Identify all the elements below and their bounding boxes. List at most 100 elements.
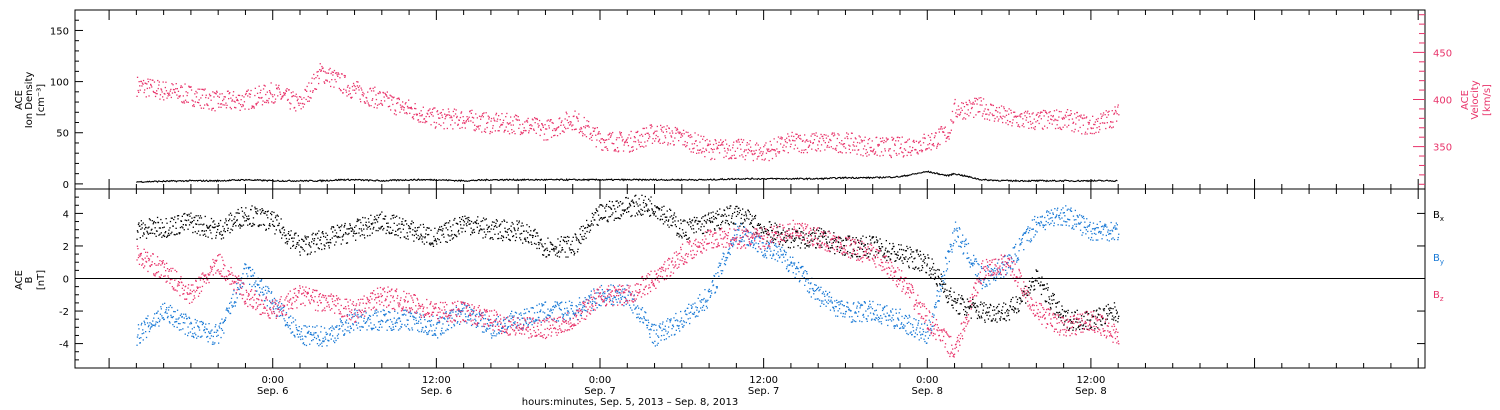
bx-point [472,229,474,231]
bx-point [718,227,720,229]
velocity-point [1076,111,1078,114]
velocity-point [447,114,449,116]
bx-point [690,226,692,228]
velocity-point [711,157,713,160]
velocity-point [307,100,309,102]
velocity-point [146,87,148,90]
by-point [337,333,340,335]
velocity-point [879,155,881,157]
bx-point [319,239,321,241]
velocity-point [371,99,373,101]
velocity-point [1053,120,1055,122]
velocity-point [383,96,385,98]
velocity-point [1077,130,1080,132]
bx-point [942,287,944,289]
velocity-point [949,132,951,134]
bx-point [407,235,409,237]
bx-point [579,228,581,230]
bx-point [630,200,633,202]
velocity-point [252,106,254,108]
velocity-point [601,149,603,151]
bx-point [357,219,360,221]
bx-point [357,220,359,222]
by-point [476,313,478,315]
velocity-point [825,137,828,139]
bx-point [491,237,493,239]
bx-point [441,230,444,232]
bx-point [802,232,804,234]
velocity-point [546,120,548,122]
velocity-point [487,115,489,117]
by-point [149,322,151,324]
velocity-point [732,144,734,146]
bx-point [426,227,428,229]
bx-point [279,229,281,231]
bx-point [447,234,449,236]
bx-point [735,205,737,208]
velocity-point [621,136,623,138]
bx-point [653,214,655,216]
velocity-point [419,115,421,117]
by-point [670,318,672,320]
bx-point [584,232,586,235]
velocity-point [565,128,567,130]
bx-point [274,217,277,219]
bx-point [595,212,597,214]
velocity-point [547,139,549,141]
by-point [166,307,168,309]
bx-point [923,259,925,261]
bx-point [414,227,416,229]
by-point [460,310,463,312]
velocity-point [489,132,491,135]
velocity-point [1061,117,1063,119]
bx-point [667,224,669,226]
bx-point [1114,316,1117,318]
by-point [140,324,142,326]
velocity-point [494,130,496,132]
velocity-point [144,89,146,91]
bx-point [334,244,336,246]
by-point [617,285,619,287]
bx-point [146,232,149,234]
velocity-point [241,106,243,108]
bx-point [1037,270,1039,272]
bx-point [644,210,646,212]
by-point [493,330,496,332]
velocity-point [366,100,368,102]
velocity-point [934,135,936,137]
bx-point [865,236,867,239]
bx-point [1009,305,1011,307]
bx-point [690,222,692,224]
bx-point [361,230,363,232]
velocity-point [913,141,915,143]
by-point [341,322,343,324]
bx-point [559,240,561,243]
by-point [479,313,481,315]
bx-point [418,238,421,240]
velocity-point [1104,122,1106,124]
bx-point [1113,302,1116,304]
bx-point [354,226,356,228]
by-point [638,307,640,309]
velocity-point [302,102,304,105]
velocity-point [1065,111,1068,113]
velocity-point [812,142,814,144]
bx-point [524,239,527,241]
bx-point [930,276,932,278]
velocity-point [408,107,410,109]
bx-point [972,302,974,304]
bx-point [675,216,677,218]
velocity-point [816,135,818,137]
bx-point [985,304,987,306]
bx-point [303,250,306,252]
velocity-point [342,92,344,94]
velocity-point [445,116,447,118]
velocity-point [514,114,517,116]
bx-point [149,232,151,234]
bx-point [540,238,542,240]
velocity-point [1004,110,1006,112]
velocity-point [607,149,609,151]
velocity-point [968,99,970,101]
velocity-point [620,134,622,136]
velocity-point [810,135,812,137]
